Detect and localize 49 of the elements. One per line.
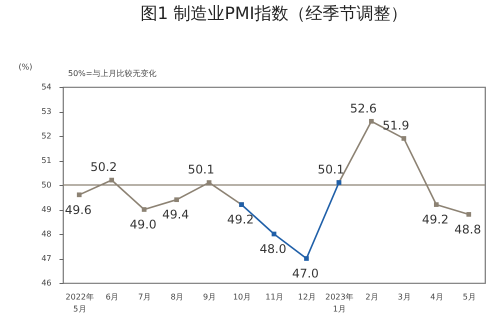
point [466,212,472,217]
y-tick-label: 53 [41,107,52,116]
x-tick-label: 3月 [398,292,411,302]
x-tick-label: 5月 [462,292,476,302]
y-tick-label: 51 [41,156,52,165]
point [174,197,179,202]
y-tick-label: 49 [41,205,52,214]
data-label: 48.0 [260,242,286,256]
point [402,136,406,141]
y-tick-label: 54 [41,82,52,92]
y-tick-label: 47 [41,254,52,263]
y-tick-label: 52 [41,132,52,140]
data-label: 49.2 [422,212,449,227]
text: 50%=与上月比较无变化 [68,69,156,78]
x-tick-label: 6月 [106,292,119,302]
point [76,192,82,198]
y-tick-label: 48 [41,230,52,238]
x-tick-label: 2月 [365,292,378,302]
point [304,256,309,261]
point [109,178,114,182]
data-label: 48.8 [454,222,482,236]
y-axis-title: (%) [18,62,32,72]
data-label: 52.6 [350,101,377,116]
data-label: 49.0 [130,218,157,232]
x-tick-label: 2022年 5月 [66,292,94,314]
x-tick-label: 12月 [298,292,316,302]
data-label: 51.9 [382,118,410,132]
x-tick-label: 8月 [170,292,184,302]
point [206,180,212,185]
x-tick-label: 7月 [138,292,152,302]
x-tick-label: 9月 [203,292,216,302]
data-label: 50.1 [188,162,214,177]
data-label: 49.4 [162,208,189,222]
data-label: 50.2 [90,160,118,174]
y-tick-label: 46 [41,278,52,288]
point [272,232,276,236]
chart-title: 图1 制造业PMI指数（经季节调整） [140,4,408,24]
data-label: 50.1 [318,162,344,177]
data-label: 49.2 [227,212,254,227]
point [369,118,374,124]
point [142,207,146,212]
x-tick-label: 10月 [232,292,252,302]
data-label: 49.6 [64,202,92,217]
x-tick-label: 11月 [265,292,284,302]
data-label: 47.0 [292,266,319,280]
point [434,202,439,207]
x-tick-label: 2023年 1月 [325,292,354,314]
x-tick-label: 4月 [430,292,444,302]
y-tick-label: 50 [41,180,52,190]
